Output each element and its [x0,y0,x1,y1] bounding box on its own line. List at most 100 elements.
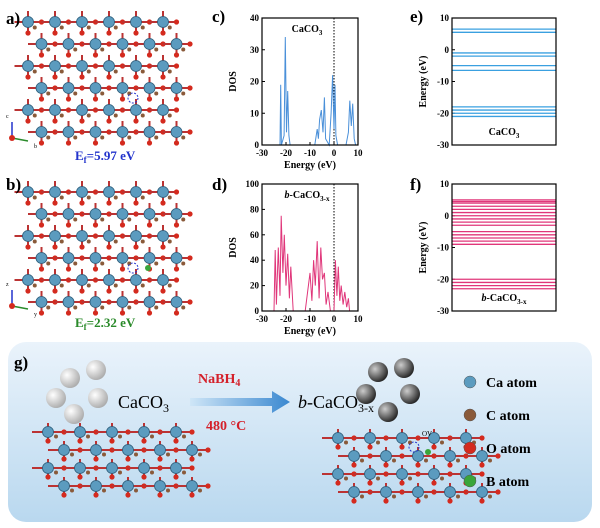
c-atom [100,91,105,96]
ca-atom [138,462,150,474]
ca-atom [103,230,115,242]
x-tick-label: 10 [354,148,364,158]
c-atom [113,283,118,288]
ca-atom [22,274,34,286]
o-atom [92,52,99,58]
sphere [88,388,108,408]
ca-atom [143,82,156,94]
panel-label: g) [14,353,28,372]
c-atom [424,458,428,463]
scheme-panel [8,342,592,522]
c-atom [140,195,145,200]
legend-swatch [463,408,477,422]
c-atom [59,69,64,74]
o-atom [92,96,99,102]
c-atom [198,488,202,493]
y-tick-label: 40 [250,13,260,23]
c-atom [127,217,132,222]
y-tick-label: 20 [250,77,260,87]
o-atom [65,310,72,316]
o-atom [187,129,193,135]
o-atom [367,480,373,486]
o-atom [106,118,112,124]
c-atom [127,135,132,140]
ca-atom [62,252,75,264]
formation-energy: Ef=5.97 eV [75,148,136,165]
o-atom [431,444,437,450]
c-atom [59,195,64,200]
o-atom [495,489,501,495]
o-atom [133,200,139,206]
c-atom [140,239,145,244]
plot-frame [451,17,557,146]
o-atom [173,19,180,25]
ca-atom [62,38,75,50]
panel-label: d) [212,175,227,194]
c-atom [408,476,412,481]
y-tick-label: 0 [255,306,260,316]
title-part: 3 [516,132,520,140]
ca-atom [89,252,102,264]
c-atom [488,494,492,499]
o-atom [367,444,373,450]
o-atom [92,310,99,316]
legend-label: Ca atom [486,376,537,391]
o-atom [173,474,179,480]
o-atom [173,310,180,316]
ca-atom [143,126,156,138]
o-atom [383,462,389,468]
c-atom [376,440,380,445]
o-atom [52,244,58,250]
o-atom [109,474,115,480]
x-tick-label: 0 [332,148,337,158]
x-tick-label: -20 [280,314,292,324]
ca-atom [22,16,34,28]
o-atom [351,462,357,468]
lattice [322,429,501,504]
ca-atom [130,16,142,28]
ca-atom [116,252,129,264]
o-atom [52,288,58,294]
c-atom [59,283,64,288]
o-atom [173,233,180,239]
c-atom [46,91,51,96]
o-atom [157,456,163,462]
o-atom [25,30,31,36]
o-atom [106,244,112,250]
legend-swatch [463,441,477,455]
o-atom [335,444,341,450]
o-atom [173,96,180,102]
ca-atom [62,296,75,308]
ca-atom [35,296,48,308]
o-atom [45,438,51,444]
ca-atom [89,38,102,50]
o-atom [61,456,67,462]
ca-atom [444,486,456,498]
chart: 0 10 20 30 40 DOS -30 -20 -10 0 10 Energy (eV) CaCO3 [228,13,363,171]
chart: -30 -20 -10 0 10 Energy (eV) CaCO3 [418,13,557,150]
o-atom [119,96,126,102]
ca-atom [143,208,156,220]
vacancy [127,92,139,104]
o-atom [160,74,166,80]
o-atom [93,492,99,498]
ca-atom [130,230,142,242]
ca-atom [58,480,70,492]
o-atom [189,492,195,498]
o-atom [25,74,31,80]
ca-atom [76,274,88,286]
c-atom [113,113,118,118]
c-atom [181,135,186,140]
o-atom [141,474,147,480]
panel-label: e) [410,7,423,26]
ca-atom [170,426,182,438]
sphere [46,388,66,408]
ca-atom [116,208,129,220]
o-atom [38,310,45,316]
o-atom [399,444,405,450]
ca-atom [412,486,424,498]
plot-frame [451,183,557,312]
ca-atom [143,296,156,308]
c-atom [154,135,159,140]
